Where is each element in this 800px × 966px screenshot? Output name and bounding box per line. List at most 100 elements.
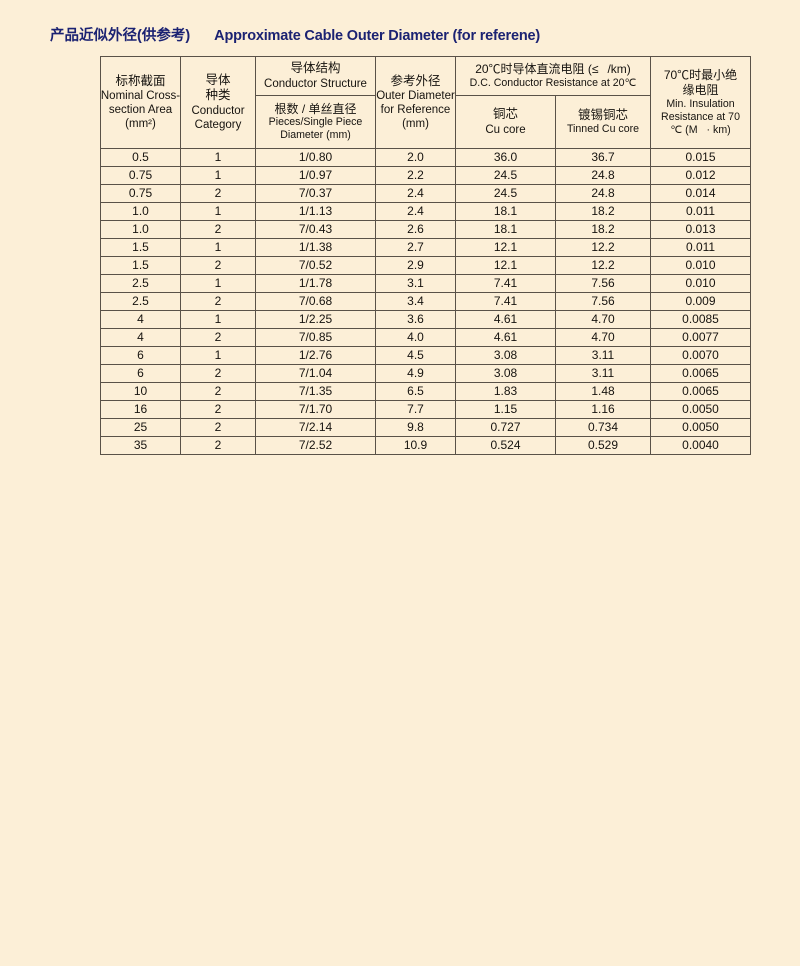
table-row: 4 2 7/0.85 4.0 4.61 4.70 0.0077 bbox=[100, 328, 752, 347]
cell-nominal-area: 10 bbox=[100, 382, 181, 401]
cell-tinned-cu-core-resistance: 24.8 bbox=[554, 166, 652, 185]
header-outer-diameter-en-1: Outer Diameter bbox=[376, 90, 455, 103]
cell-tinned-cu-core-resistance: 1.48 bbox=[554, 382, 652, 401]
cell-cu-core-resistance: 36.0 bbox=[455, 148, 556, 167]
header-insulation-cn-2: 缘电阻 bbox=[682, 83, 719, 98]
cell-outer-diameter: 4.9 bbox=[375, 364, 456, 383]
header-conductor-structure-cn: 导体结构 bbox=[290, 61, 341, 76]
cell-conductor-category: 2 bbox=[180, 436, 256, 455]
cell-conductor-category: 2 bbox=[180, 292, 256, 311]
header-tinned-cu-core: 镀锡铜芯 Tinned Cu core bbox=[554, 95, 652, 149]
header-pieces-cn: 根数 / 单丝直径 bbox=[274, 101, 357, 116]
cell-conductor-category: 2 bbox=[180, 256, 256, 275]
cell-conductor-structure: 1/1.38 bbox=[255, 238, 376, 257]
page-title-chinese: 产品近似外径(供参考) bbox=[50, 28, 191, 44]
cell-nominal-area: 2.5 bbox=[100, 292, 181, 311]
cell-outer-diameter: 3.1 bbox=[375, 274, 456, 293]
cell-nominal-area: 25 bbox=[100, 418, 181, 437]
cell-cu-core-resistance: 3.08 bbox=[455, 364, 556, 383]
cell-conductor-structure: 7/1.35 bbox=[255, 382, 376, 401]
table-row: 0.75 1 1/0.97 2.2 24.5 24.8 0.012 bbox=[100, 166, 752, 185]
table-row: 16 2 7/1.70 7.7 1.15 1.16 0.0050 bbox=[100, 400, 752, 419]
cell-insulation-resistance: 0.0085 bbox=[650, 310, 752, 329]
cell-insulation-resistance: 0.0050 bbox=[650, 418, 752, 437]
cell-insulation-resistance: 0.011 bbox=[650, 202, 752, 221]
cable-specification-table: 标称截面 Nominal Cross- section Area (mm²) 导… bbox=[100, 56, 752, 455]
cell-insulation-resistance: 0.0065 bbox=[650, 364, 752, 383]
cell-conductor-structure: 1/0.80 bbox=[255, 148, 376, 167]
cell-cu-core-resistance: 3.08 bbox=[455, 346, 556, 365]
table-body: 0.5 1 1/0.80 2.0 36.0 36.7 0.015 0.75 1 1/0.97 2.2… bbox=[100, 148, 752, 455]
page-title: 产品近似外径(供参考) Approximate Cable Outer Diam… bbox=[50, 24, 540, 45]
cell-conductor-category: 1 bbox=[180, 346, 256, 365]
header-insulation-en-2: Resistance at 70 bbox=[661, 110, 740, 123]
table-row: 4 1 1/2.25 3.6 4.61 4.70 0.0085 bbox=[100, 310, 752, 329]
cell-conductor-category: 2 bbox=[180, 364, 256, 383]
cell-outer-diameter: 2.4 bbox=[375, 184, 456, 203]
cell-outer-diameter: 2.0 bbox=[375, 148, 456, 167]
cell-nominal-area: 6 bbox=[100, 364, 181, 383]
page-title-english: Approximate Cable Outer Diameter (for re… bbox=[214, 28, 540, 44]
cell-outer-diameter: 4.5 bbox=[375, 346, 456, 365]
cell-insulation-resistance: 0.0065 bbox=[650, 382, 752, 401]
cell-conductor-structure: 7/0.85 bbox=[255, 328, 376, 347]
header-row-2: 根数 / 单丝直径 Pieces/Single Piece Diameter (… bbox=[101, 95, 751, 149]
cell-cu-core-resistance: 0.524 bbox=[455, 436, 556, 455]
header-cu-core: 铜芯 Cu core bbox=[455, 95, 556, 149]
header-tinned-cu-core-cn: 镀锡铜芯 bbox=[578, 107, 629, 122]
header-tinned-cu-core-en: Tinned Cu core bbox=[566, 123, 640, 136]
cell-cu-core-resistance: 1.15 bbox=[455, 400, 556, 419]
cell-conductor-structure: 7/0.43 bbox=[255, 220, 376, 239]
header-nominal-area: 标称截面 Nominal Cross- section Area (mm²) bbox=[100, 56, 181, 149]
cell-outer-diameter: 3.4 bbox=[375, 292, 456, 311]
cell-nominal-area: 1.0 bbox=[100, 220, 181, 239]
header-dc-resistance-cn: 20℃时导体直流电阻 (≤/km) bbox=[475, 62, 631, 77]
cell-conductor-category: 1 bbox=[180, 274, 256, 293]
cell-nominal-area: 1.5 bbox=[100, 238, 181, 257]
cell-conductor-structure: 1/1.78 bbox=[255, 274, 376, 293]
cell-cu-core-resistance: 24.5 bbox=[455, 166, 556, 185]
cell-conductor-structure: 7/2.52 bbox=[255, 436, 376, 455]
cell-conductor-category: 2 bbox=[180, 418, 256, 437]
cell-insulation-resistance: 0.014 bbox=[650, 184, 752, 203]
header-conductor-structure: 导体结构 Conductor Structure bbox=[255, 56, 376, 96]
cell-insulation-resistance: 0.010 bbox=[650, 274, 752, 293]
cell-nominal-area: 4 bbox=[100, 310, 181, 329]
cell-insulation-resistance: 0.011 bbox=[650, 238, 752, 257]
cell-conductor-structure: 7/2.14 bbox=[255, 418, 376, 437]
cell-cu-core-resistance: 24.5 bbox=[455, 184, 556, 203]
table-header: 标称截面 Nominal Cross- section Area (mm²) 导… bbox=[100, 56, 752, 149]
cell-tinned-cu-core-resistance: 0.529 bbox=[554, 436, 652, 455]
cell-conductor-structure: 7/1.04 bbox=[255, 364, 376, 383]
cell-nominal-area: 0.75 bbox=[100, 184, 181, 203]
header-outer-diameter-unit: (mm) bbox=[402, 118, 429, 131]
cell-insulation-resistance: 0.0077 bbox=[650, 328, 752, 347]
cell-conductor-structure: 7/0.68 bbox=[255, 292, 376, 311]
cell-cu-core-resistance: 18.1 bbox=[455, 220, 556, 239]
cell-conductor-category: 2 bbox=[180, 220, 256, 239]
cell-nominal-area: 0.75 bbox=[100, 166, 181, 185]
header-pieces-single-diameter: 根数 / 单丝直径 Pieces/Single Piece Diameter (… bbox=[255, 95, 376, 149]
table-row: 1.5 2 7/0.52 2.9 12.1 12.2 0.010 bbox=[100, 256, 752, 275]
cell-tinned-cu-core-resistance: 3.11 bbox=[554, 364, 652, 383]
cell-cu-core-resistance: 1.83 bbox=[455, 382, 556, 401]
cell-nominal-area: 4 bbox=[100, 328, 181, 347]
cell-conductor-category: 2 bbox=[180, 382, 256, 401]
cell-insulation-resistance: 0.0050 bbox=[650, 400, 752, 419]
cell-nominal-area: 16 bbox=[100, 400, 181, 419]
header-cu-core-en: Cu core bbox=[485, 123, 526, 136]
cell-conductor-structure: 7/0.37 bbox=[255, 184, 376, 203]
header-outer-diameter-cn: 参考外径 bbox=[390, 73, 441, 88]
header-conductor-category-en-2: Category bbox=[194, 118, 242, 131]
cell-insulation-resistance: 0.013 bbox=[650, 220, 752, 239]
header-nominal-area-unit: (mm²) bbox=[125, 118, 156, 131]
header-pieces-en-2: Diameter (mm) bbox=[280, 129, 351, 142]
table-row: 1.5 1 1/1.38 2.7 12.1 12.2 0.011 bbox=[100, 238, 752, 257]
table-row: 1.0 2 7/0.43 2.6 18.1 18.2 0.013 bbox=[100, 220, 752, 239]
cell-conductor-category: 2 bbox=[180, 184, 256, 203]
cell-outer-diameter: 4.0 bbox=[375, 328, 456, 347]
cell-tinned-cu-core-resistance: 4.70 bbox=[554, 328, 652, 347]
cell-outer-diameter: 2.7 bbox=[375, 238, 456, 257]
cell-tinned-cu-core-resistance: 3.11 bbox=[554, 346, 652, 365]
